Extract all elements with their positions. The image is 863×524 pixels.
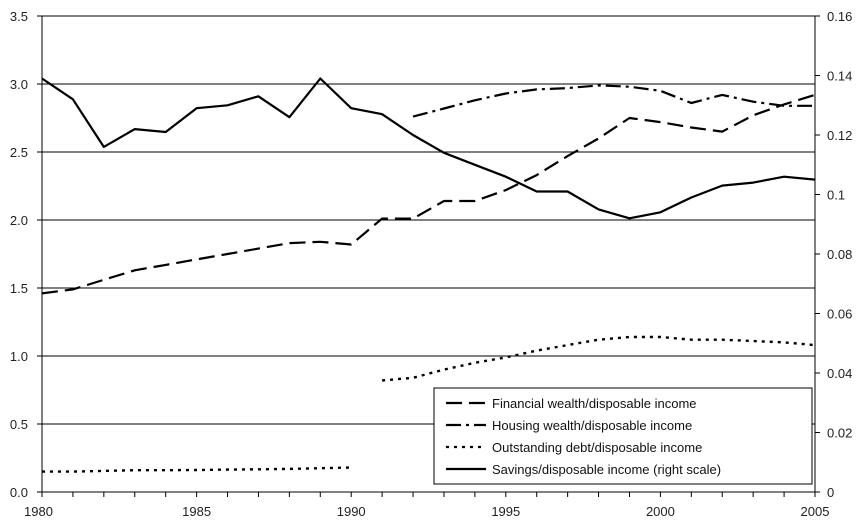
y-tick-label: 2.0 <box>10 213 28 228</box>
y2-tick-label: 0.1 <box>827 188 845 203</box>
y2-tick-label: 0.12 <box>827 128 852 143</box>
x-tick-label: 1980 <box>24 504 53 519</box>
y-tick-label: 0.0 <box>10 485 28 500</box>
x-tick-label: 2000 <box>646 504 675 519</box>
y2-tick-label: 0.14 <box>827 69 852 84</box>
x-tick-label: 1985 <box>182 504 211 519</box>
series-line-1 <box>41 93 816 295</box>
legend: Financial wealth/disposable income Housin… <box>433 387 813 485</box>
series-line-3 <box>381 335 816 382</box>
y-tick-label: 3.5 <box>10 9 28 24</box>
legend-label: Housing wealth/disposable income <box>492 418 692 433</box>
x-tick-label: 1995 <box>491 504 520 519</box>
series-line-3 <box>42 466 352 473</box>
legend-box <box>433 387 813 485</box>
legend-label: Outstanding debt/disposable income <box>492 440 702 455</box>
y2-tick-label: 0.08 <box>827 247 852 262</box>
tick-labels: 0.0 0.5 1.0 1.5 2.0 2.5 3.0 3.5 0 0.02 0.04 0.06 0.0… <box>10 9 852 519</box>
series-line-4 <box>41 77 816 220</box>
series-line-2 <box>412 84 815 118</box>
legend-label: Savings/disposable income (right scale) <box>492 462 721 477</box>
y2-tick-label: 0.16 <box>827 9 852 24</box>
series-lines <box>41 77 816 473</box>
y2-tick-label: 0 <box>827 485 834 500</box>
y-tick-label: 3.0 <box>10 77 28 92</box>
y2-tick-label: 0.06 <box>827 307 852 322</box>
axes <box>37 15 820 497</box>
y-tick-label: 2.5 <box>10 145 28 160</box>
x-tick-label: 2005 <box>801 504 830 519</box>
y2-tick-label: 0.02 <box>827 426 852 441</box>
y2-tick-label: 0.04 <box>827 366 852 381</box>
y-tick-label: 1.0 <box>10 349 28 364</box>
y-tick-label: 1.5 <box>10 281 28 296</box>
legend-label: Financial wealth/disposable income <box>492 396 697 411</box>
gridlines <box>42 15 815 425</box>
y-tick-label: 0.5 <box>10 417 28 432</box>
x-tick-label: 1990 <box>337 504 366 519</box>
